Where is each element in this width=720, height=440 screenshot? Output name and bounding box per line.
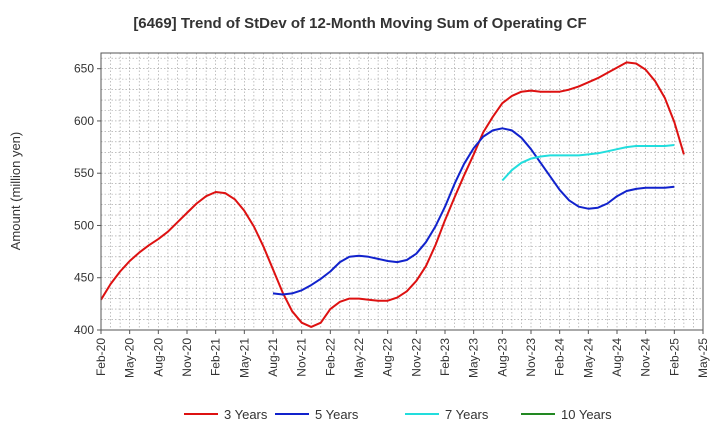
plot-frame (100, 52, 704, 331)
x-tick-label: Aug-24 (610, 338, 624, 377)
x-tick-label: May-25 (696, 338, 710, 378)
legend-label: 3 Years (224, 407, 268, 422)
x-tick-label: Feb-23 (438, 338, 452, 376)
x-tick-label: Feb-20 (94, 338, 108, 376)
x-tick-label: May-21 (237, 338, 251, 378)
x-tick-label: Feb-24 (553, 338, 567, 376)
x-tick-label: Nov-20 (180, 338, 194, 377)
series-layer (100, 61, 685, 328)
series-line-5-years (272, 127, 675, 296)
series-line-3-years (100, 61, 685, 328)
x-tick-label: Nov-22 (409, 338, 423, 377)
legend-label: 5 Years (315, 407, 359, 422)
x-tick-label: May-23 (467, 338, 481, 378)
x-tick-label: Aug-22 (381, 338, 395, 377)
x-tick-label: May-24 (581, 338, 595, 378)
grid-lines (100, 53, 704, 331)
y-tick-label: 500 (74, 218, 94, 232)
y-tick-label: 600 (74, 114, 94, 128)
series-line-7-years (501, 144, 675, 182)
y-axis-label: Amount (million yen) (8, 132, 23, 251)
x-tick-label: Nov-23 (524, 338, 538, 377)
x-tick-label: Aug-21 (266, 338, 280, 377)
x-tick-label: Nov-21 (295, 338, 309, 377)
y-axis-ticks: 400 450 500 550 600 650 (74, 62, 101, 337)
y-tick-label: 400 (74, 323, 94, 337)
x-tick-label: Aug-23 (495, 338, 509, 377)
x-tick-label: Feb-21 (209, 338, 223, 376)
x-tick-label: Aug-20 (151, 338, 165, 377)
x-tick-label: May-20 (123, 338, 137, 378)
legend-label: 7 Years (445, 407, 489, 422)
legend: 3 Years 5 Years 7 Years 10 Years (184, 407, 612, 422)
x-tick-label: Feb-22 (323, 338, 337, 376)
legend-label: 10 Years (561, 407, 612, 422)
chart-title: [6469] Trend of StDev of 12-Month Moving… (133, 15, 586, 32)
y-tick-label: 450 (74, 271, 94, 285)
x-axis-ticks: Feb-20 May-20 Aug-20 Nov-20 Feb-21 May-21 Aug-… (94, 330, 710, 378)
x-tick-label: May-22 (352, 338, 366, 378)
y-tick-label: 550 (74, 166, 94, 180)
y-tick-label: 650 (74, 62, 94, 76)
x-tick-label: Nov-24 (639, 338, 653, 377)
x-tick-label: Feb-25 (667, 338, 681, 376)
